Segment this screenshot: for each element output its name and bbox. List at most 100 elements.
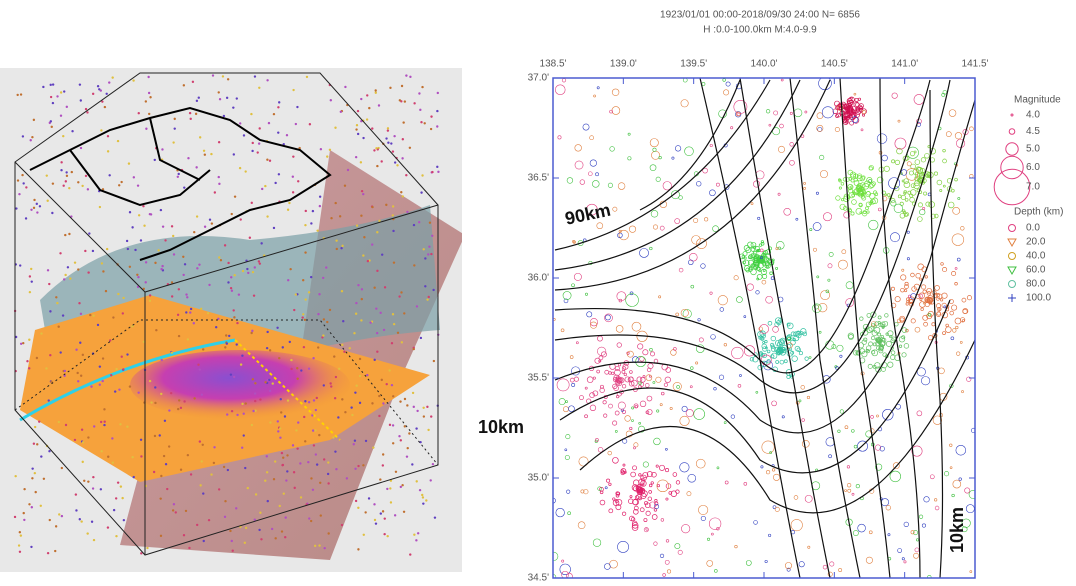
quake-dot — [303, 416, 305, 418]
quake-dot — [407, 447, 409, 449]
quake-dot — [430, 115, 432, 117]
quake-dot — [308, 517, 310, 519]
quake-dot — [424, 285, 426, 287]
quake-dot — [149, 300, 151, 302]
quake-dot — [113, 509, 115, 511]
quake-dot — [319, 482, 321, 484]
quake-dot — [393, 135, 395, 137]
quake-dot — [218, 256, 220, 258]
quake-dot — [392, 313, 394, 315]
quake-dot — [80, 375, 82, 377]
quake-dot — [93, 539, 95, 541]
quake-dot — [252, 410, 254, 412]
quake-dot — [111, 437, 113, 439]
quake-dot — [304, 400, 306, 402]
quake-dot — [97, 85, 99, 87]
quake-dot — [36, 203, 38, 205]
quake-dot — [429, 222, 431, 224]
quake-dot — [387, 129, 389, 131]
quake-dot — [155, 329, 157, 331]
quake-dot — [162, 225, 164, 227]
quake-dot — [198, 263, 200, 265]
quake-dot — [218, 141, 220, 143]
quake-dot — [293, 309, 295, 311]
quake-dot — [404, 398, 406, 400]
quake-dot — [18, 193, 20, 195]
quake-dot — [189, 311, 191, 313]
quake-dot — [28, 503, 30, 505]
quake-dot — [226, 97, 228, 99]
quake-dot — [422, 407, 424, 409]
quake-dot — [22, 342, 24, 344]
quake-dot — [330, 99, 332, 101]
quake-dot — [258, 529, 260, 531]
quake-dot — [23, 519, 25, 521]
quake-dot — [251, 424, 253, 426]
quake-dot — [80, 147, 82, 149]
quake-dot — [211, 222, 213, 224]
quake-dot — [403, 312, 405, 314]
quake-dot — [69, 277, 71, 279]
quake-dot — [201, 394, 203, 396]
quake-dot — [255, 493, 257, 495]
quake-dot — [231, 540, 233, 542]
quake-dot — [80, 99, 82, 101]
quake-dot — [227, 262, 229, 264]
quake-dot — [327, 482, 329, 484]
quake-dot — [292, 191, 294, 193]
quake-dot — [31, 477, 33, 479]
quake-dot — [140, 239, 142, 241]
quake-dot — [117, 481, 119, 483]
quake-dot — [183, 84, 185, 86]
quake-dot — [196, 215, 198, 217]
quake-dot — [430, 128, 432, 130]
quake-dot — [349, 347, 351, 349]
quake-dot — [392, 150, 394, 152]
quake-dot — [361, 288, 363, 290]
quake-dot — [29, 291, 31, 293]
quake-dot — [245, 527, 247, 529]
quake-dot — [209, 219, 211, 221]
quake-dot — [408, 432, 410, 434]
quake-dot — [418, 221, 420, 223]
quake-dot — [60, 169, 62, 171]
quake-dot — [355, 500, 357, 502]
quake-dot — [355, 128, 357, 130]
quake-dot — [40, 455, 42, 457]
quake-dot — [100, 89, 102, 91]
quake-dot — [341, 245, 343, 247]
quake-dot — [241, 447, 243, 449]
quake-dot — [109, 339, 111, 341]
quake-dot — [92, 93, 94, 95]
quake-dot — [30, 546, 32, 548]
quake-dot — [154, 435, 156, 437]
quake-dot — [231, 290, 233, 292]
quake-dot — [402, 195, 404, 197]
quake-dot — [406, 455, 408, 457]
quake-dot — [316, 397, 318, 399]
quake-dot — [26, 360, 28, 362]
hot-zone — [130, 350, 350, 420]
quake-dot — [422, 496, 424, 498]
quake-dot — [304, 298, 306, 300]
lon-label: 140.5' — [821, 59, 848, 70]
quake-dot — [56, 95, 58, 97]
quake-dot — [284, 536, 286, 538]
quake-dot — [305, 210, 307, 212]
quake-dot — [184, 263, 186, 265]
quake-dot — [266, 455, 268, 457]
quake-dot — [82, 461, 84, 463]
quake-dot — [280, 398, 282, 400]
quake-dot — [279, 427, 281, 429]
quake-dot — [362, 137, 364, 139]
quake-dot — [357, 548, 359, 550]
quake-dot — [128, 162, 130, 164]
quake-dot — [254, 266, 256, 268]
quake-dot — [330, 217, 332, 219]
quake-dot — [172, 509, 174, 511]
legend-label: 80.0 — [1026, 279, 1046, 290]
quake-dot — [178, 399, 180, 401]
quake-dot — [391, 384, 393, 386]
depth-symbol — [1009, 281, 1016, 288]
quake-dot — [29, 275, 31, 277]
